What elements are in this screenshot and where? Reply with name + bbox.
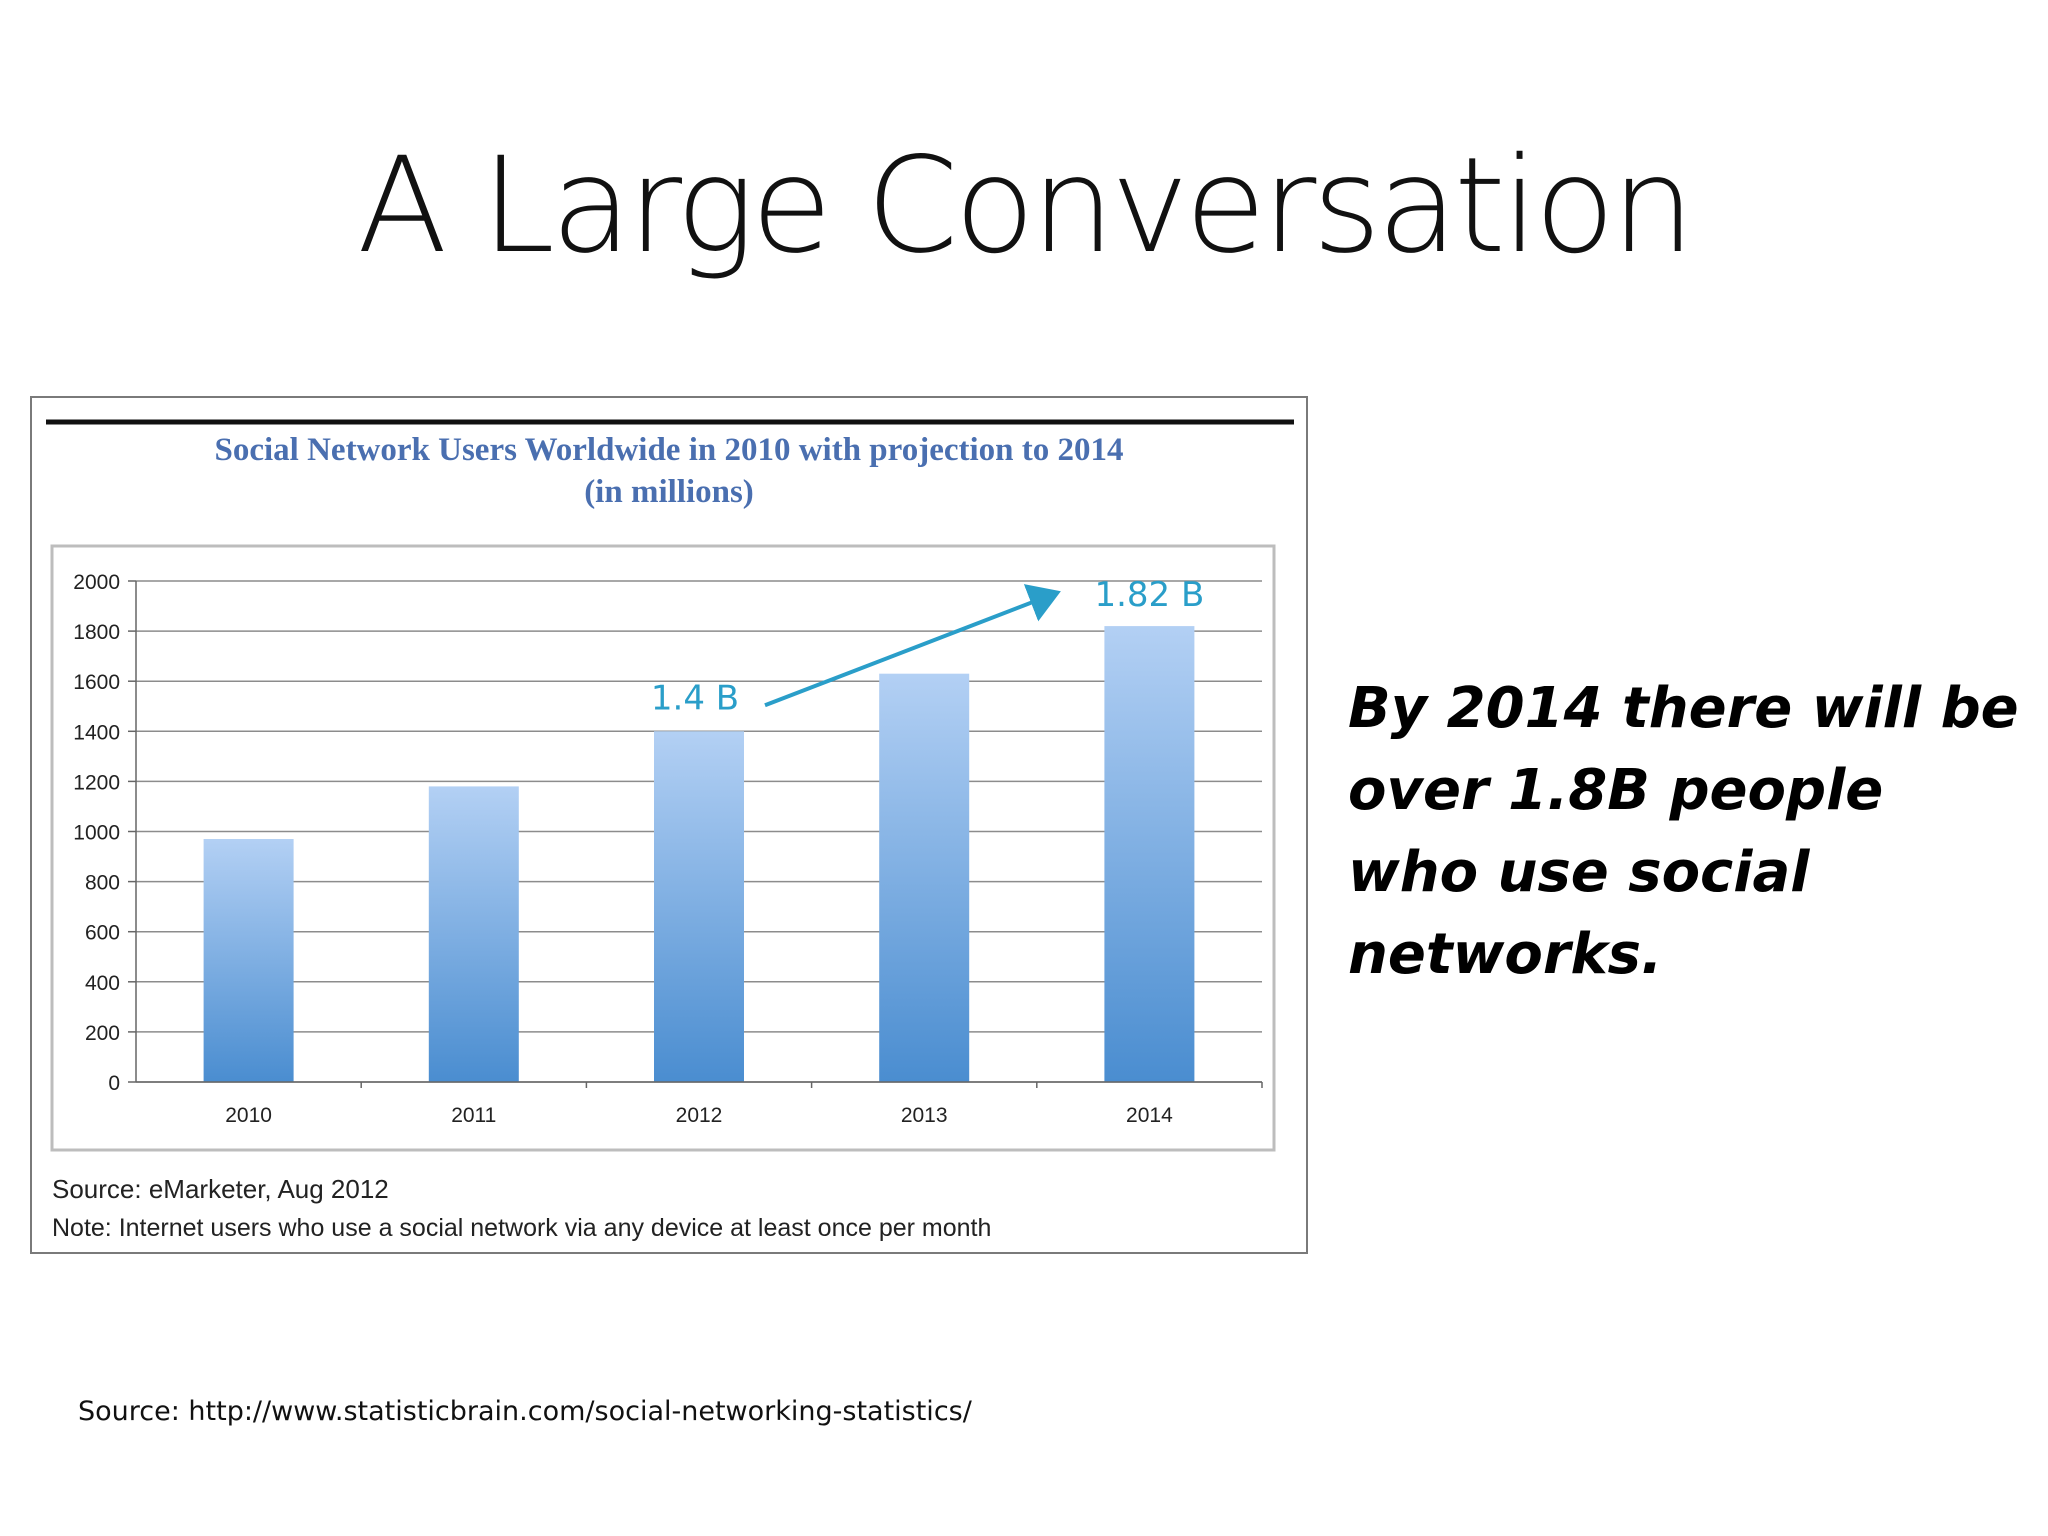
chart-frame: Social Network Users Worldwide in 2010 w… bbox=[30, 396, 1308, 1254]
bar-2013 bbox=[879, 673, 970, 1082]
growth-arrow bbox=[764, 584, 1061, 708]
slide-source: Source: http://www.statisticbrain.com/so… bbox=[78, 1396, 972, 1427]
y-tick-label: 1400 bbox=[73, 721, 120, 744]
x-tick-label: 2014 bbox=[1126, 1104, 1173, 1127]
y-tick-label: 1800 bbox=[73, 621, 120, 644]
x-tick-label: 2013 bbox=[901, 1104, 948, 1127]
x-tick-label: 2011 bbox=[451, 1104, 496, 1127]
y-tick-label: 600 bbox=[85, 922, 120, 945]
plot-frame bbox=[50, 544, 1276, 1152]
y-tick-label: 1200 bbox=[73, 771, 120, 794]
chart-title-line2: (in millions) bbox=[584, 474, 754, 510]
y-tick-label: 800 bbox=[85, 872, 120, 895]
chart-source-note: Source: eMarketer, Aug 2012 bbox=[52, 1174, 389, 1204]
y-tick-label: 0 bbox=[108, 1072, 120, 1095]
bar-2011 bbox=[428, 786, 519, 1082]
annotation-1-4b: 1.4 B bbox=[651, 678, 739, 718]
bar-chart: Social Network Users Worldwide in 2010 w… bbox=[46, 419, 1294, 1242]
bar-2010 bbox=[203, 839, 294, 1082]
y-tick-label: 2000 bbox=[73, 571, 120, 594]
bar-2014 bbox=[1104, 626, 1195, 1082]
y-tick-label: 1600 bbox=[73, 671, 120, 694]
bar-2012 bbox=[654, 731, 744, 1082]
y-tick-label: 1000 bbox=[73, 822, 120, 845]
callout-text: By 2014 there will be over 1.8B people w… bbox=[1348, 676, 2019, 987]
x-tick-label: 2010 bbox=[225, 1104, 272, 1127]
chart-title-line1: Social Network Users Worldwide in 2010 w… bbox=[215, 432, 1124, 468]
chart-note: Note: Internet users who use a social ne… bbox=[52, 1214, 991, 1242]
slide-title: A Large Conversation bbox=[357, 129, 1695, 283]
x-tick-label: 2012 bbox=[676, 1104, 723, 1127]
y-tick-label: 400 bbox=[85, 972, 120, 995]
y-tick-label: 200 bbox=[85, 1022, 120, 1045]
annotation-1-82b: 1.82 B bbox=[1094, 575, 1204, 615]
